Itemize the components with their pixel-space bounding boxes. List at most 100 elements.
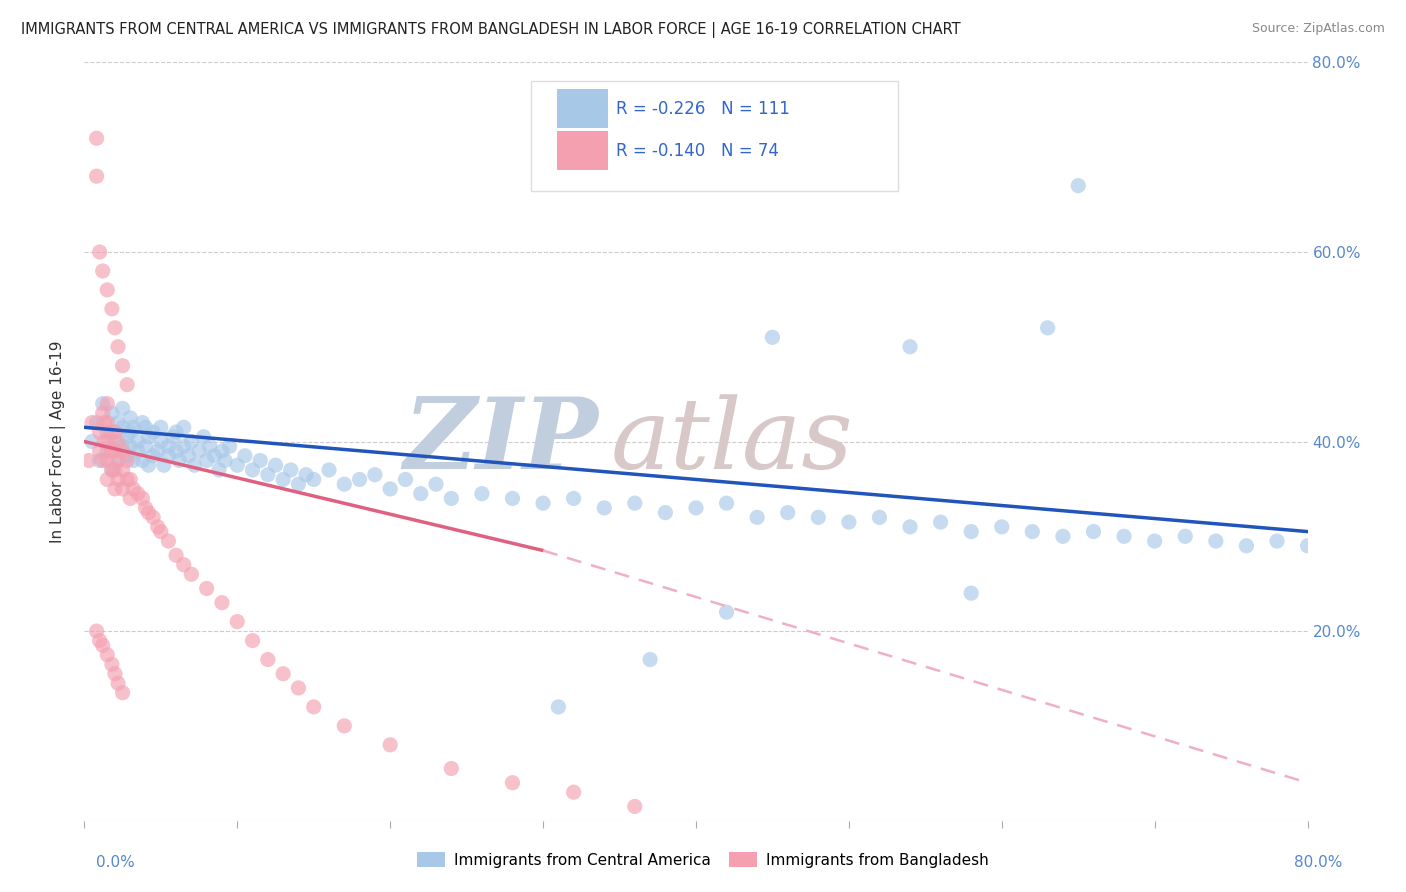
Point bbox=[89, 244, 111, 259]
Point bbox=[149, 420, 172, 434]
Text: IMMIGRANTS FROM CENTRAL AMERICA VS IMMIGRANTS FROM BANGLADESH IN LABOR FORCE | A: IMMIGRANTS FROM CENTRAL AMERICA VS IMMIG… bbox=[21, 22, 960, 38]
Point bbox=[593, 500, 616, 515]
Text: Source: ZipAtlas.com: Source: ZipAtlas.com bbox=[1251, 22, 1385, 36]
Point bbox=[111, 359, 134, 373]
FancyBboxPatch shape bbox=[557, 89, 607, 128]
Point bbox=[93, 416, 115, 430]
Point bbox=[135, 439, 157, 453]
Point bbox=[807, 510, 830, 524]
Point bbox=[135, 500, 157, 515]
Point bbox=[89, 444, 111, 458]
Point bbox=[180, 567, 202, 582]
Point bbox=[242, 633, 264, 648]
Point bbox=[131, 453, 153, 467]
Point bbox=[111, 482, 134, 496]
Point bbox=[226, 615, 249, 629]
Point bbox=[101, 463, 124, 477]
Point bbox=[333, 477, 356, 491]
Point bbox=[104, 425, 127, 439]
Point bbox=[562, 785, 585, 799]
Point bbox=[96, 444, 118, 458]
Point bbox=[131, 416, 153, 430]
Point bbox=[838, 515, 860, 529]
Point bbox=[1236, 539, 1258, 553]
Point bbox=[302, 473, 325, 487]
Point bbox=[86, 169, 108, 184]
Point bbox=[111, 439, 134, 453]
Point bbox=[101, 406, 124, 420]
Point bbox=[716, 605, 738, 619]
Point bbox=[111, 401, 134, 416]
Point bbox=[1067, 178, 1090, 193]
Point bbox=[107, 473, 129, 487]
Point bbox=[86, 131, 108, 145]
Point bbox=[142, 425, 165, 439]
Point bbox=[127, 444, 149, 458]
Point bbox=[146, 444, 169, 458]
Point bbox=[104, 463, 127, 477]
Point bbox=[157, 449, 180, 463]
Point bbox=[127, 434, 149, 449]
Point bbox=[761, 330, 783, 344]
Point bbox=[115, 473, 138, 487]
Point bbox=[115, 449, 138, 463]
Text: R = -0.140   N = 74: R = -0.140 N = 74 bbox=[616, 142, 779, 161]
Point bbox=[638, 652, 661, 666]
Point bbox=[242, 463, 264, 477]
Point bbox=[440, 762, 463, 776]
Point bbox=[131, 491, 153, 506]
Point bbox=[91, 396, 114, 410]
Point bbox=[89, 453, 111, 467]
Point bbox=[180, 434, 202, 449]
Point bbox=[86, 624, 108, 639]
Point bbox=[183, 458, 205, 473]
Point bbox=[249, 453, 271, 467]
Point bbox=[101, 425, 124, 439]
Point bbox=[122, 420, 145, 434]
Text: R = -0.226   N = 111: R = -0.226 N = 111 bbox=[616, 100, 790, 118]
Point bbox=[271, 666, 294, 681]
Point bbox=[1296, 539, 1319, 553]
Point bbox=[202, 449, 225, 463]
Point bbox=[380, 482, 402, 496]
Text: 80.0%: 80.0% bbox=[1295, 855, 1343, 870]
Point bbox=[471, 486, 494, 500]
Point bbox=[165, 425, 187, 439]
FancyBboxPatch shape bbox=[557, 130, 607, 170]
Point bbox=[89, 425, 111, 439]
Point bbox=[127, 486, 149, 500]
Point bbox=[96, 648, 118, 662]
Point bbox=[120, 410, 142, 425]
Point bbox=[1174, 529, 1197, 543]
Point bbox=[195, 582, 218, 596]
Point bbox=[747, 510, 769, 524]
Point bbox=[233, 449, 256, 463]
Point bbox=[287, 477, 309, 491]
Point bbox=[562, 491, 585, 506]
Point bbox=[165, 548, 187, 563]
Point bbox=[364, 467, 387, 482]
Point bbox=[77, 453, 100, 467]
Point bbox=[104, 320, 127, 334]
Point bbox=[96, 473, 118, 487]
Point bbox=[898, 520, 921, 534]
Point bbox=[502, 776, 524, 790]
Point bbox=[685, 500, 707, 515]
Point bbox=[96, 453, 118, 467]
Point bbox=[869, 510, 891, 524]
Point bbox=[173, 420, 195, 434]
Point bbox=[188, 444, 211, 458]
Point bbox=[302, 699, 325, 714]
Point bbox=[80, 416, 103, 430]
Point bbox=[440, 491, 463, 506]
Point bbox=[111, 686, 134, 700]
Point bbox=[295, 467, 318, 482]
Point bbox=[122, 453, 145, 467]
Point bbox=[96, 283, 118, 297]
Point bbox=[149, 434, 172, 449]
Point bbox=[318, 463, 340, 477]
Point bbox=[107, 453, 129, 467]
Point bbox=[218, 439, 240, 453]
Point bbox=[111, 444, 134, 458]
Point bbox=[380, 738, 402, 752]
